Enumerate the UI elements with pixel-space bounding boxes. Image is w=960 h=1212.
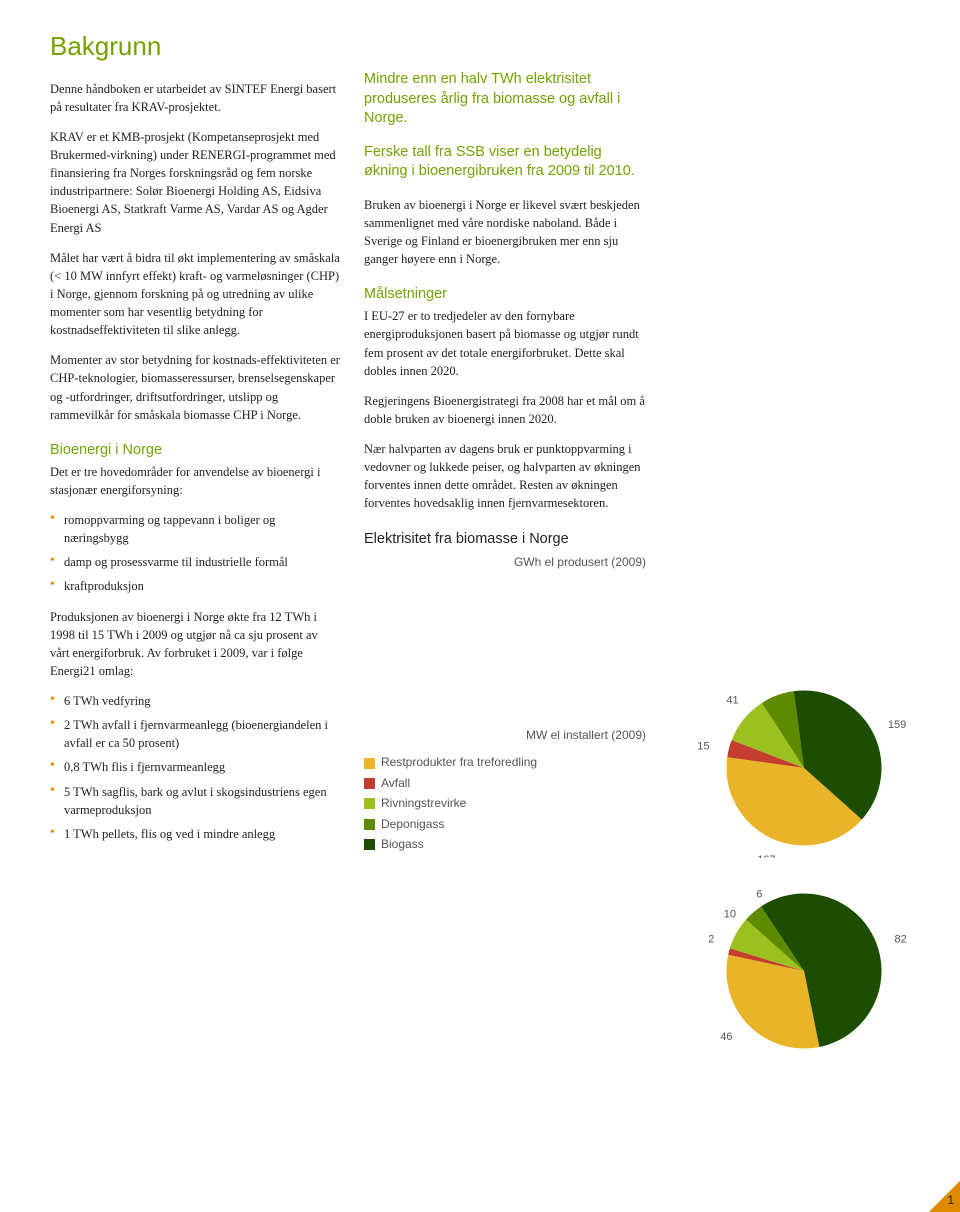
pie-slice-label: 41 — [726, 695, 738, 707]
page-number-corner: 1 — [916, 1168, 960, 1212]
chart1-caption: GWh el produsert (2009) — [364, 554, 646, 571]
legend-label: Biogass — [381, 836, 424, 853]
legend-label: Deponigass — [381, 816, 444, 833]
left-column: Bakgrunn Denne håndboken er utarbeidet a… — [50, 28, 340, 1066]
pie-chart-svg: 15 41 29 159 167 — [672, 678, 912, 858]
bullet-item: damp og prosessvarme til industrielle fo… — [50, 553, 340, 571]
bullet-list-2: 6 TWh vedfyring 2 TWh avfall i fjernvarme… — [50, 692, 340, 843]
legend-row: Rivningstrevirke — [364, 795, 648, 812]
pie-slice-label: 159 — [888, 719, 906, 731]
right-column: 15 41 29 159 167 2 10 6 82 46 — [672, 28, 912, 1066]
para: Bruken av bioenergi i Norge er likevel s… — [364, 196, 648, 269]
legend-row: Biogass — [364, 836, 648, 853]
para: Denne håndboken er utarbeidet av SINTEF … — [50, 80, 340, 116]
pie-chart-svg: 2 10 6 82 46 — [672, 881, 912, 1061]
para: I EU-27 er to tredjedeler av den fornyba… — [364, 307, 648, 380]
legend-label: Rivningstrevirke — [381, 795, 466, 812]
bullet-item: 6 TWh vedfyring — [50, 692, 340, 710]
bullet-item: 0,8 TWh flis i fjernvarmeanlegg — [50, 758, 340, 776]
para: Det er tre hovedområder for anvendelse a… — [50, 463, 340, 499]
pie-slice-label: 2 — [708, 934, 714, 946]
para: Produksjonen av bioenergi i Norge økte f… — [50, 608, 340, 681]
para: Momenter av stor betydning for kostnads-… — [50, 351, 340, 424]
lead-green: Mindre enn en halv TWh elektrisitet prod… — [364, 70, 648, 129]
legend-swatch — [364, 758, 375, 769]
chart2-caption: MW el installert (2009) — [364, 727, 646, 744]
pie-chart-mw: 2 10 6 82 46 — [672, 881, 912, 1066]
page-title: Bakgrunn — [50, 28, 340, 66]
pie-slice-label: 10 — [724, 908, 736, 920]
para: Målet har vært å bidra til økt implement… — [50, 249, 340, 340]
legend-swatch — [364, 819, 375, 830]
pie-slice-label: 82 — [895, 934, 907, 946]
legend-row: Deponigass — [364, 816, 648, 833]
corner-triangle — [929, 1181, 960, 1212]
pie-slice-label: 46 — [720, 1031, 732, 1043]
bullet-item: 1 TWh pellets, flis og ved i mindre anle… — [50, 825, 340, 843]
bullet-item: kraftproduksjon — [50, 577, 340, 595]
bullet-item: romoppvarming og tappevann i boliger og … — [50, 511, 340, 547]
subheading-elektrisitet: Elektrisitet fra biomasse i Norge — [364, 529, 648, 550]
chart-legend: Restprodukter fra treforedling Avfall Rivn… — [364, 754, 648, 853]
para: Regjeringens Bioenergistrategi fra 2008 … — [364, 392, 648, 428]
lead-green: Ferske tall fra SSB viser en betydelig ø… — [364, 143, 648, 182]
legend-label: Avfall — [381, 775, 410, 792]
pie-chart-gwh: 15 41 29 159 167 — [672, 678, 912, 863]
para: Nær halvparten av dagens bruk er punktop… — [364, 440, 648, 513]
legend-swatch — [364, 839, 375, 850]
legend-swatch — [364, 798, 375, 809]
legend-row: Restprodukter fra treforedling — [364, 754, 648, 771]
subheading-bioenergi: Bioenergi i Norge — [50, 440, 340, 461]
middle-column: Mindre enn en halv TWh elektrisitet prod… — [364, 28, 648, 1066]
legend-row: Avfall — [364, 775, 648, 792]
subheading-maal: Målsetninger — [364, 284, 648, 305]
pie-slice-label: 167 — [757, 854, 775, 858]
bullet-list-1: romoppvarming og tappevann i boliger og … — [50, 511, 340, 596]
pie-slice-label: 15 — [697, 740, 709, 752]
bullet-item: 2 TWh avfall i fjernvarmeanlegg (bioener… — [50, 716, 340, 752]
legend-swatch — [364, 778, 375, 789]
legend-label: Restprodukter fra treforedling — [381, 754, 537, 771]
bullet-item: 5 TWh sagflis, bark og avlut i skogsindu… — [50, 783, 340, 819]
pie-slice-label: 6 — [756, 889, 762, 901]
pie-slice-label: 29 — [777, 678, 789, 679]
page-number: 1 — [947, 1192, 954, 1209]
para: KRAV er et KMB-prosjekt (Kompetanseprosj… — [50, 128, 340, 237]
